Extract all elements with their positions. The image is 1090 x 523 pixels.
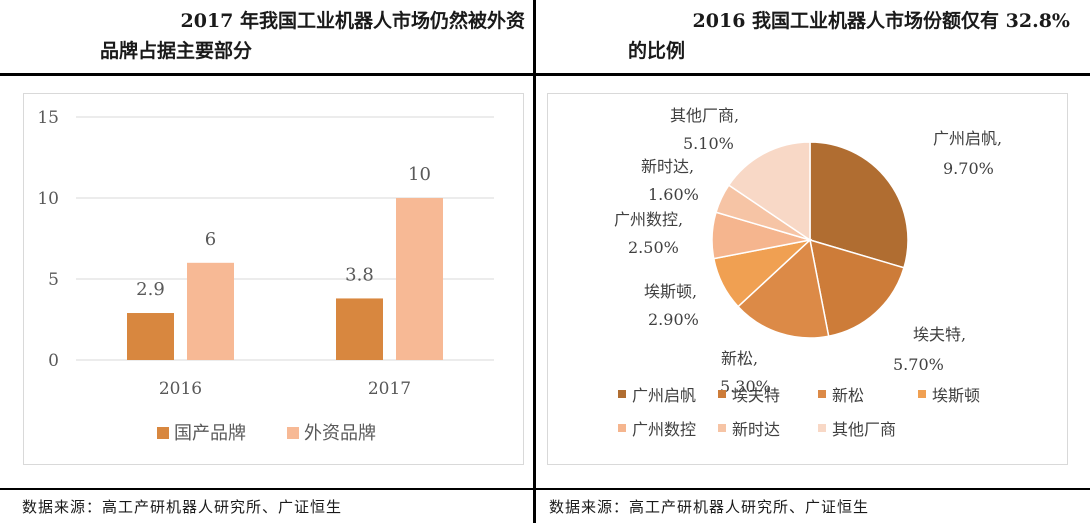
right-panel-title: 2016 我国工业机器人市场份额仅有 32.8% 的比例 [628,6,1070,66]
legend-label: 外资品牌 [304,423,376,444]
pie-slice-name-label: 其他厂商, [670,106,739,125]
y-tick-label: 15 [37,108,59,128]
bar-chart: 0 5 10 15 2.9 6 3.8 10 2016 2017 国产品牌 外资品牌 [37,108,494,444]
y-tick-label: 5 [48,270,59,290]
bar-value-label: 10 [408,164,431,185]
bar-value-label: 2.9 [136,279,165,300]
legend-swatch [918,390,926,398]
y-tick-label: 0 [48,351,59,371]
legend-swatch [157,427,169,439]
legend-label: 埃斯顿 [932,386,980,405]
legend-swatch [818,424,826,432]
legend-label: 广州启帆 [632,386,696,405]
legend-label: 埃夫特 [732,386,780,405]
legend-swatch [818,390,826,398]
left-title-line1: 2017 年我国工业机器人市场仍然被外资 [180,10,526,32]
bar [187,262,234,360]
pie-slice [737,238,830,339]
legend-swatch [618,424,626,432]
x-tick-label: 2016 [159,379,202,399]
pie-slice-pct-label: 5.70% [893,355,944,374]
legend-swatch [718,424,726,432]
pie-slice [727,141,811,242]
pie-slice-name-label: 埃夫特, [913,325,966,344]
pie-slice-name-label: 埃斯顿, [644,282,697,301]
bar [127,313,174,360]
pie-slice-pct-label: 2.50% [628,238,679,257]
pie-chart: 广州启帆, 9.70% 埃夫特, 5.70% 新松, 5.30% 埃斯顿, 2.90% 广州数控… [614,106,1002,439]
pie-slice [809,238,905,338]
pie-slice-pct-label: 1.60% [648,185,699,204]
pie-slice-name-label: 新时达, [641,157,694,176]
bar [396,198,443,360]
pie-slice-name-label: 广州启帆, [933,129,1002,148]
legend-swatch [287,427,299,439]
bar-chart-frame: 0 5 10 15 2.9 6 3.8 10 2016 2017 国产品牌 外资品牌 [23,93,524,465]
left-source-note: 数据来源：高工产研机器人研究所、广证恒生 [22,498,343,516]
pie-slice [809,141,909,269]
pie-slice-pct-label: 2.90% [648,310,699,329]
left-title-line2: 品牌占据主要部分 [100,40,253,62]
bottom-rule [0,488,1090,490]
pie-slice-name-label: 新松, [721,349,758,368]
right-source-note: 数据来源：高工产研机器人研究所、广证恒生 [549,498,870,516]
right-title-line2: 的比例 [628,40,686,62]
bar [336,298,383,360]
legend-label: 新时达 [732,420,780,439]
legend-label: 其他厂商 [832,420,896,439]
x-tick-label: 2017 [368,379,411,399]
bar-value-label: 3.8 [345,264,374,285]
top-rule [0,73,1090,76]
pie-slice-name-label: 广州数控, [614,210,683,229]
legend-swatch [718,390,726,398]
pie-slice-pct-label: 5.30% [720,377,771,396]
bar-value-label: 6 [205,229,216,250]
legend-label: 国产品牌 [174,423,246,444]
pie-slice-pct-label: 5.10% [683,134,734,153]
right-title-line1: 2016 我国工业机器人市场份额仅有 32.8% [692,10,1070,32]
legend-label: 新松 [832,386,864,405]
y-tick-label: 10 [37,189,59,209]
pie-chart-frame: 广州启帆, 9.70% 埃夫特, 5.70% 新松, 5.30% 埃斯顿, 2.90% 广州数控… [547,93,1068,465]
legend-label: 广州数控 [632,420,696,439]
legend-swatch [618,390,626,398]
pie-slice-pct-label: 9.70% [943,159,994,178]
left-panel-title: 2017 年我国工业机器人市场仍然被外资 品牌占据主要部分 [100,6,525,66]
panel-divider [533,0,536,523]
